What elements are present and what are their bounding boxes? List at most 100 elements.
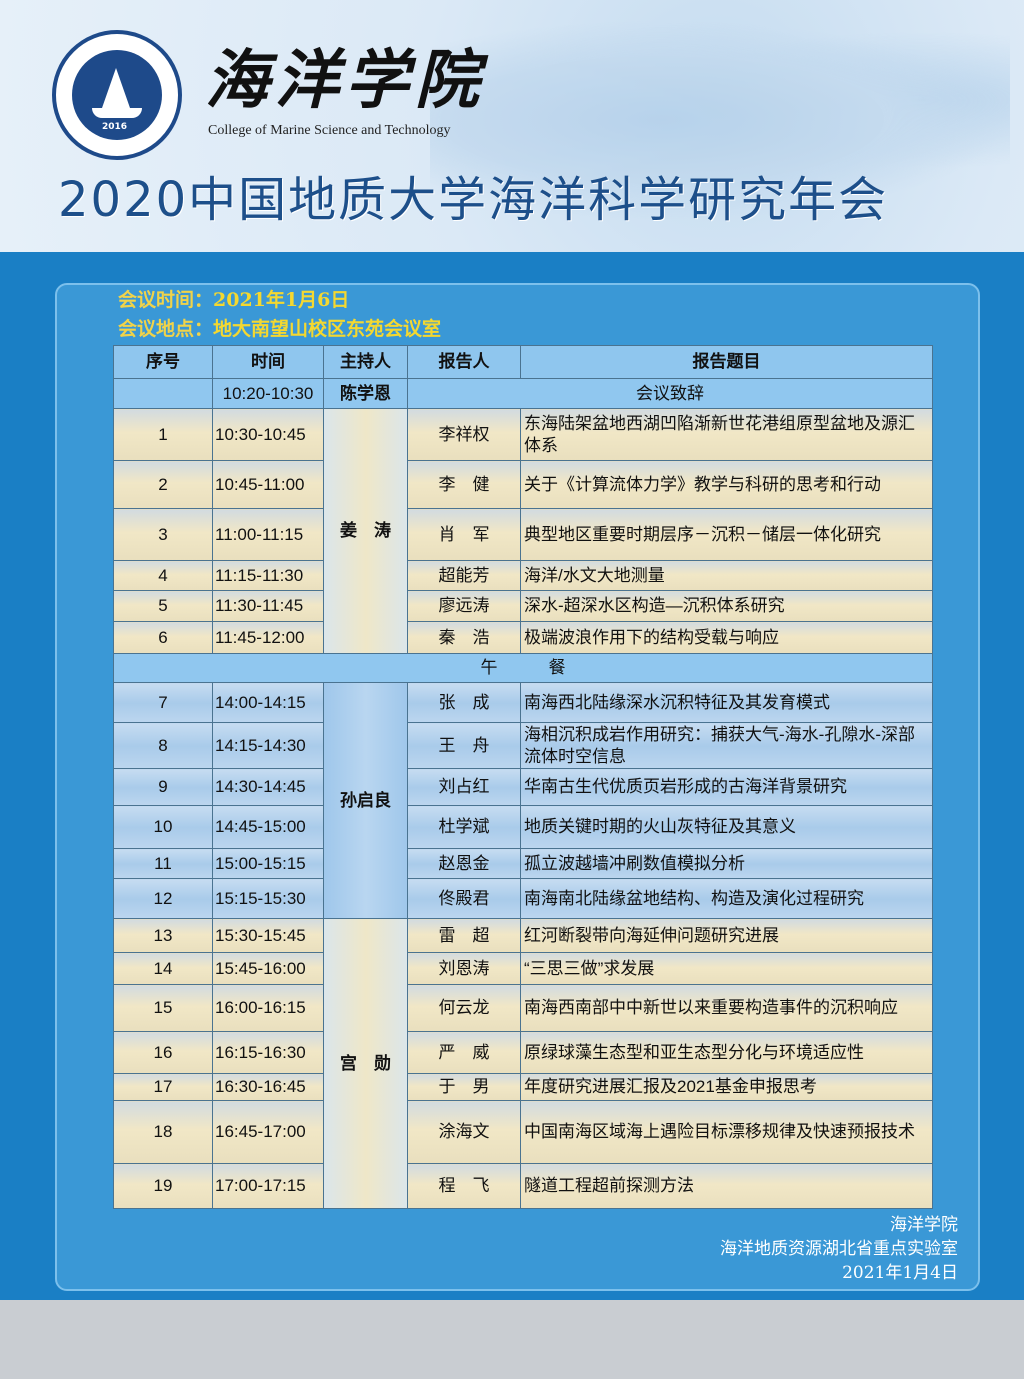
table-row: 16 16:15-16:30 严 威原绿球藻生态型和亚生态型分化与环境适应性 (113, 1031, 933, 1074)
table-cell: 李 健 (407, 460, 521, 509)
table-cell: 16:30-16:45 (212, 1073, 324, 1101)
table-cell: 东海陆架盆地西湖凹陷渐新世花港组原型盆地及源汇体系 (520, 408, 933, 461)
table-row: 7 14:00-14:15 孙启良张 成南海西北陆缘深水沉积特征及其发育模式 (113, 682, 933, 919)
table-cell: 16:45-17:00 (212, 1100, 324, 1164)
table-cell: 年度研究进展汇报及2021基金申报思考 (520, 1073, 933, 1101)
table-cell: 17:00-17:15 (212, 1163, 324, 1209)
page-title: 2020中国地质大学海洋科学研究年会 (58, 172, 889, 228)
table-cell: 张 成 (407, 682, 521, 723)
college-brand-calligraphy: 海洋学院 (205, 43, 485, 118)
table-cell: 11:00-11:15 (212, 508, 324, 561)
university-seal-logo: 2016 (52, 30, 182, 160)
table-cell: 10:45-11:00 (212, 460, 324, 509)
footer-date: 2021年1月4日 (842, 1263, 958, 1283)
table-cell: 肖 军 (407, 508, 521, 561)
table-cell: 19 (113, 1163, 213, 1209)
table-cell: 4 (113, 560, 213, 591)
table-cell: 14:45-15:00 (212, 805, 324, 849)
table-row: 3 11:00-11:15 肖 军典型地区重要时期层序－沉积－储层一体化研究 (113, 508, 933, 561)
table-cell: 地质关键时期的火山灰特征及其意义 (520, 805, 933, 849)
table-cell: 3 (113, 508, 213, 561)
footer-org-college: 海洋学院 (890, 1215, 958, 1235)
table-row: 13 15:30-15:45 宫 勋雷 超红河断裂带向海延伸问题研究进展 (113, 918, 933, 1209)
table-cell: 14:30-14:45 (212, 768, 324, 806)
opening-row: 10:20-10:30 陈学恩 会议致辞 (113, 378, 933, 409)
table-cell: 于 男 (407, 1073, 521, 1101)
table-cell: 13 (113, 918, 213, 953)
table-row: 4 11:15-11:30 超能芳 海洋/水文大地测量 (113, 560, 933, 591)
table-cell: 15 (113, 984, 213, 1032)
table-cell: 刘占红 (407, 768, 521, 806)
table-cell: 15:15-15:30 (212, 878, 324, 919)
lunch-row: 午 餐 (113, 653, 933, 683)
table-cell: 原绿球藻生态型和亚生态型分化与环境适应性 (520, 1031, 933, 1074)
table-cell: 刘恩涛 (407, 952, 521, 985)
table-cell: 17 (113, 1073, 213, 1101)
footer-org-lab: 海洋地质资源湖北省重点实验室 (720, 1239, 958, 1259)
table-row: 18 16:45-17:00 涂海文 中国南海区域海上遇险目标漂移规律及快速预报技术 (113, 1100, 933, 1164)
meeting-time: 会议时间：2021年1月6日 (118, 289, 350, 311)
table-cell: 16:00-16:15 (212, 984, 324, 1032)
table-cell: 王 舟 (407, 722, 521, 769)
table-cell: 14 (113, 952, 213, 985)
table-row: 14 15:45-16:00 刘恩涛 “三思三做”求发展 (113, 952, 933, 985)
table-row: 11 15:00-15:15 赵恩金 孤立波越墙冲刷数值模拟分析 (113, 848, 933, 879)
table-cell: 9 (113, 768, 213, 806)
table-header-row: 序号 时间 主持人 报告人 报告题目 (113, 345, 933, 379)
table-cell: 7 (113, 682, 213, 723)
table-row: 1 10:30-10:45 姜 涛李祥权 东海陆架盆地西湖凹陷渐新世花港组原型盆地及源… (113, 408, 933, 654)
table-cell: 华南古生代优质页岩形成的古海洋背景研究 (520, 768, 933, 806)
table-cell: 8 (113, 722, 213, 769)
table-cell: 14:15-14:30 (212, 722, 324, 769)
table-cell: 14:00-14:15 (212, 682, 324, 723)
table-cell: 中国南海区域海上遇险目标漂移规律及快速预报技术 (520, 1100, 933, 1164)
table-cell: 极端波浪作用下的结构受载与响应 (520, 621, 933, 654)
table-cell: 11:15-11:30 (212, 560, 324, 591)
table-cell: 关于《计算流体力学》教学与科研的思考和行动 (520, 460, 933, 509)
table-cell: 南海西南部中中新世以来重要构造事件的沉积响应 (520, 984, 933, 1032)
table-cell: “三思三做”求发展 (520, 952, 933, 985)
table-cell: 11 (113, 848, 213, 879)
table-row: 9 14:30-14:45 刘占红 华南古生代优质页岩形成的古海洋背景研究 (113, 768, 933, 806)
table-cell: 11:45-12:00 (212, 621, 324, 654)
table-cell: 16:15-16:30 (212, 1031, 324, 1074)
table-cell: 11:30-11:45 (212, 590, 324, 622)
table-row: 8 14:15-14:30 王 舟海相沉积成岩作用研究：捕获大气-海水-孔隙水-深部… (113, 722, 933, 769)
table-cell: 6 (113, 621, 213, 654)
table-cell: 雷 超 (407, 918, 521, 953)
table-cell: 孤立波越墙冲刷数值模拟分析 (520, 848, 933, 879)
table-cell: 16 (113, 1031, 213, 1074)
table-row: 10 14:45-15:00 杜学斌 地质关键时期的火山灰特征及其意义 (113, 805, 933, 849)
table-cell: 红河断裂带向海延伸问题研究进展 (520, 918, 933, 953)
table-row: 19 17:00-17:15 程 飞隧道工程超前探测方法 (113, 1163, 933, 1209)
table-cell: 会议致辞 (407, 378, 933, 409)
lunch-label: 午 餐 (113, 653, 933, 683)
table-cell: 陈学恩 (323, 378, 408, 409)
table-row: 17 16:30-16:45 于 男年度研究进展汇报及2021基金申报思考 (113, 1073, 933, 1101)
table-cell: 秦 浩 (407, 621, 521, 654)
table-cell: 超能芳 (407, 560, 521, 591)
meeting-place: 会议地点：地大南望山校区东苑会议室 (118, 318, 442, 340)
table-row: 12 15:15-15:30 佟殿君 南海南北陆缘盆地结构、构造及演化过程研究 (113, 878, 933, 919)
table-cell: 南海南北陆缘盆地结构、构造及演化过程研究 (520, 878, 933, 919)
table-cell: 2 (113, 460, 213, 509)
table-cell: 15:45-16:00 (212, 952, 324, 985)
table-cell: 典型地区重要时期层序－沉积－储层一体化研究 (520, 508, 933, 561)
table-cell: 18 (113, 1100, 213, 1164)
table-cell: 李祥权 (407, 408, 521, 461)
table-cell: 10 (113, 805, 213, 849)
table-cell: 何云龙 (407, 984, 521, 1032)
table-cell: 赵恩金 (407, 848, 521, 879)
table-cell: 15:00-15:15 (212, 848, 324, 879)
column-header: 主持人 (323, 345, 408, 379)
host-cell: 姜 涛 (323, 408, 408, 654)
table-cell: 隧道工程超前探测方法 (520, 1163, 933, 1209)
table-cell: 5 (113, 590, 213, 622)
table-cell: 涂海文 (407, 1100, 521, 1164)
table-cell: 12 (113, 878, 213, 919)
table-cell: 10:20-10:30 (212, 378, 324, 409)
table-cell: 杜学斌 (407, 805, 521, 849)
table-cell: 廖远涛 (407, 590, 521, 622)
table-cell: 海洋/水文大地测量 (520, 560, 933, 591)
column-header: 时间 (212, 345, 324, 379)
